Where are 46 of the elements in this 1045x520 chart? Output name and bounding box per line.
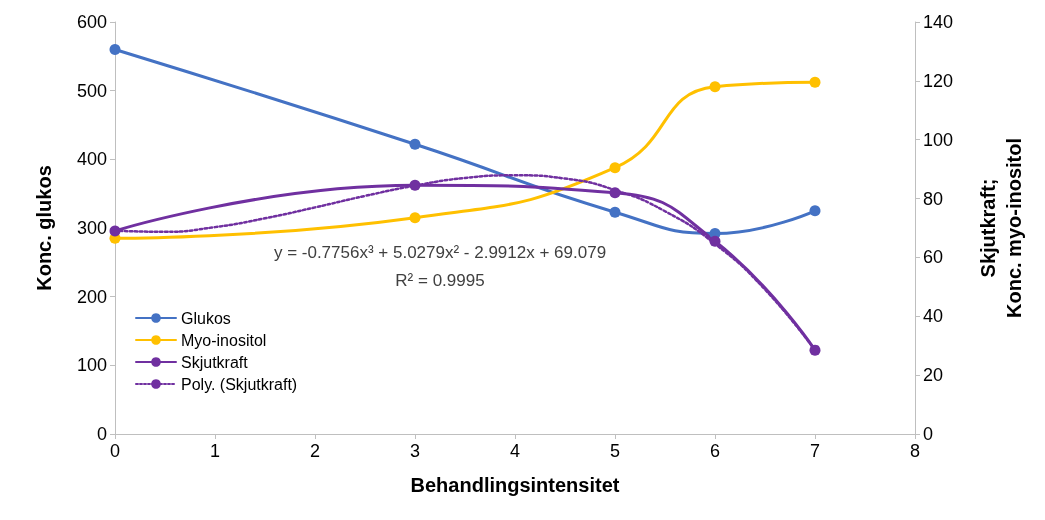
point — [709, 235, 721, 247]
y2-tick-label: 60 — [923, 247, 944, 268]
y-tick-label: 400 — [76, 149, 107, 170]
legend-label: Myo-inositol — [181, 331, 267, 349]
point — [809, 76, 821, 88]
y2-tick-label: 0 — [923, 424, 934, 444]
x-tick-label: 8 — [909, 441, 921, 461]
x-axis-title: Behandlingsintensitet — [410, 474, 620, 496]
y-axis-title: Konc. glukos — [33, 165, 55, 291]
y2-tick-label: 80 — [923, 188, 944, 209]
x-tick-label: 6 — [709, 441, 721, 461]
x-tick-label: 7 — [809, 441, 821, 461]
annotation: y = -0.7756x³ + 5.0279x² - 2.9912x + 69.079 — [273, 243, 607, 262]
point — [609, 187, 621, 199]
y-tick-label: 100 — [76, 355, 107, 376]
x-tick-label: 4 — [509, 441, 521, 461]
y2-tick-label: 140 — [923, 12, 954, 32]
point — [609, 162, 621, 174]
y-tick-label: 300 — [76, 218, 107, 238]
x-tick-label: 0 — [109, 441, 121, 461]
x-tick-label: 1 — [209, 441, 221, 461]
y-tick-label: 600 — [76, 12, 107, 32]
y2-tick-label: 20 — [923, 365, 944, 386]
x-tick-label: 3 — [409, 441, 421, 461]
point — [709, 81, 721, 93]
y2-axis-title: Skjutkraft; Konc. myo-inositol — [977, 138, 1025, 318]
y2-tick-label: 100 — [923, 129, 954, 150]
y-tick-label: 200 — [76, 286, 107, 307]
point — [109, 225, 121, 237]
y-tick-label: 500 — [76, 80, 107, 101]
y-tick-label: 0 — [96, 424, 107, 444]
y2-tick-label: 40 — [923, 306, 944, 327]
y2-tick-label: 120 — [923, 70, 954, 91]
legend-label: Poly. (Skjutkraft) — [181, 375, 298, 393]
point — [409, 212, 421, 224]
x-tick-label: 2 — [309, 441, 321, 461]
x-tick-label: 5 — [609, 441, 621, 461]
point — [809, 205, 821, 217]
point — [409, 138, 421, 150]
legend-label: Glukos — [181, 309, 231, 327]
legend-label: Skjutkraft — [181, 353, 249, 371]
point — [409, 179, 421, 191]
annotation: R² = 0.9995 — [395, 271, 485, 290]
point — [809, 344, 821, 356]
point — [609, 206, 621, 218]
point — [109, 43, 121, 55]
